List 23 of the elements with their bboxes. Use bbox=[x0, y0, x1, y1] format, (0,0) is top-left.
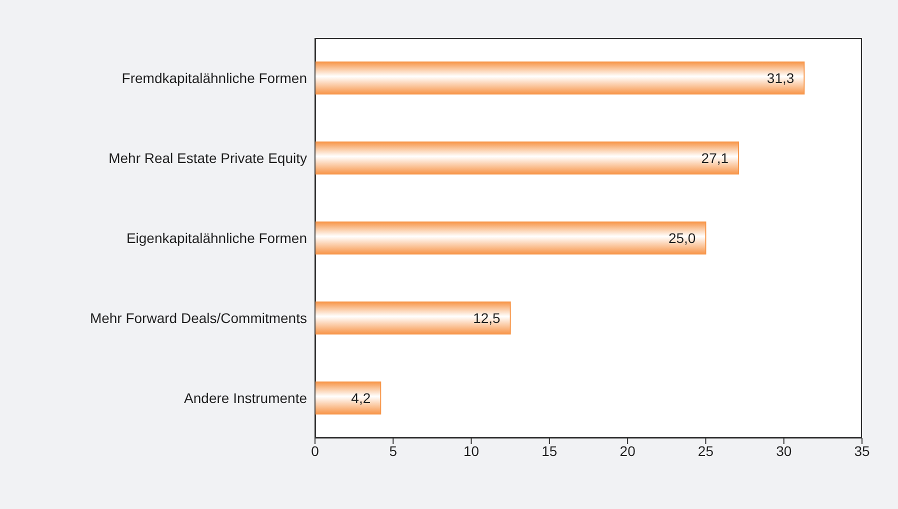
bar bbox=[315, 62, 805, 94]
y-tick-label: Mehr Real Estate Private Equity bbox=[108, 150, 307, 166]
bar bbox=[315, 302, 511, 334]
x-tick-label: 25 bbox=[698, 442, 714, 459]
y-tick-label: Fremdkapitalähnliche Formen bbox=[122, 70, 307, 86]
x-tick-label: 10 bbox=[463, 442, 480, 459]
y-tick-label: Mehr Forward Deals/Commitments bbox=[90, 310, 307, 326]
bar bbox=[315, 142, 740, 174]
x-tick-label: 20 bbox=[620, 442, 636, 459]
x-tick-label: 35 bbox=[854, 442, 870, 459]
bar bbox=[315, 222, 706, 254]
x-tick-label: 0 bbox=[311, 442, 320, 459]
data-label: 4,2 bbox=[351, 390, 371, 406]
x-tick-label: 5 bbox=[389, 442, 398, 459]
bar bbox=[315, 382, 382, 414]
y-tick-label: Eigenkapitalähnliche Formen bbox=[126, 230, 307, 246]
data-label: 12,5 bbox=[473, 310, 501, 326]
data-label: 31,3 bbox=[766, 70, 794, 86]
data-label: 27,1 bbox=[701, 150, 729, 166]
y-tick-label: Andere Instrumente bbox=[184, 390, 308, 406]
x-tick-label: 30 bbox=[776, 442, 792, 459]
data-label: 25,0 bbox=[668, 230, 696, 246]
x-tick-label: 15 bbox=[542, 442, 558, 459]
